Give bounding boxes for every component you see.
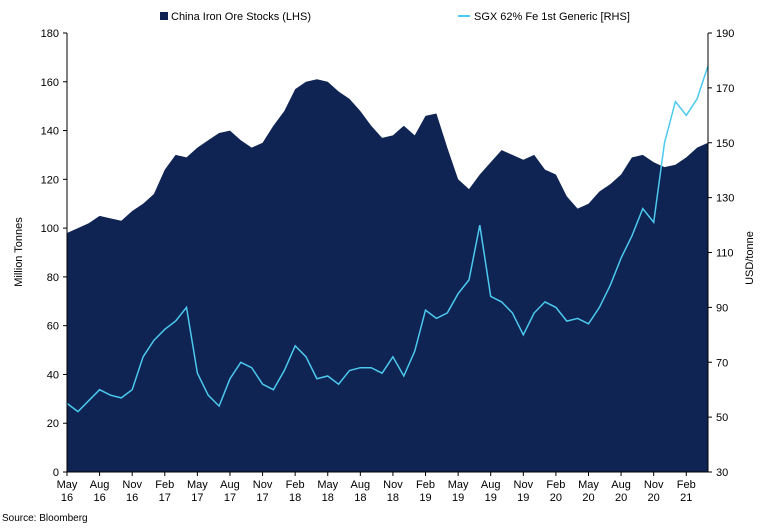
x-tick-label-year: 19 bbox=[485, 492, 497, 504]
right-tick-label: 110 bbox=[716, 248, 734, 260]
x-tick-label-month: Nov bbox=[383, 479, 403, 491]
x-tick-label-year: 17 bbox=[159, 492, 171, 504]
y-axis-right-title: USD/tonne bbox=[744, 231, 756, 285]
x-tick-label-month: May bbox=[57, 479, 78, 491]
y-axis-left-title: Million Tonnes bbox=[13, 217, 25, 287]
area-series-stocks bbox=[67, 79, 708, 473]
x-tick-label-month: May bbox=[448, 479, 469, 491]
x-tick-label-year: 18 bbox=[289, 492, 301, 504]
line-series-sgx bbox=[66, 65, 709, 413]
x-tick-label-month: Feb bbox=[286, 479, 305, 491]
x-tick-label-month: May bbox=[317, 479, 338, 491]
x-tick-label-year: 20 bbox=[648, 492, 660, 504]
x-tick-label-month: Aug bbox=[481, 479, 501, 491]
right-tick-label: 50 bbox=[716, 412, 728, 424]
x-tick-label-month: Nov bbox=[644, 479, 664, 491]
x-tick-label-year: 17 bbox=[256, 492, 268, 504]
left-tick-label: 60 bbox=[47, 321, 59, 333]
x-tick-label-month: Feb bbox=[416, 479, 435, 491]
x-axis-ticks: May16Aug16Nov16Feb17May17Aug17Nov17Feb18… bbox=[57, 472, 696, 504]
left-tick-label: 100 bbox=[41, 223, 59, 235]
x-tick-label-month: Nov bbox=[514, 479, 534, 491]
left-tick-label: 0 bbox=[53, 467, 59, 479]
legend-label-stocks: China Iron Ore Stocks (LHS) bbox=[171, 11, 311, 23]
x-tick-label-year: 18 bbox=[322, 492, 334, 504]
right-tick-label: 190 bbox=[716, 28, 734, 40]
right-tick-label: 30 bbox=[716, 467, 728, 479]
left-tick-label: 120 bbox=[41, 174, 59, 186]
left-tick-label: 80 bbox=[47, 272, 59, 284]
x-tick-label-year: 18 bbox=[354, 492, 366, 504]
x-tick-label-year: 20 bbox=[615, 492, 627, 504]
axes: 0 20 40 60 80 100 120 140 160 180 30 50 70 90 110 130 1… bbox=[41, 28, 735, 504]
x-tick-label-year: 20 bbox=[582, 492, 594, 504]
right-tick-label: 130 bbox=[716, 193, 734, 205]
left-tick-label: 40 bbox=[47, 369, 59, 381]
right-tick-label: 170 bbox=[716, 83, 734, 95]
x-tick-label-month: Nov bbox=[122, 479, 142, 491]
plot-area bbox=[66, 65, 709, 473]
left-axis-ticks: 0 20 40 60 80 100 120 140 160 180 bbox=[41, 28, 67, 479]
x-tick-label-year: 19 bbox=[517, 492, 529, 504]
source-note: Source: Bloomberg bbox=[2, 513, 88, 524]
x-tick-label-month: May bbox=[578, 479, 599, 491]
x-tick-label-year: 19 bbox=[419, 492, 431, 504]
x-tick-label-year: 18 bbox=[387, 492, 399, 504]
legend: China Iron Ore Stocks (LHS) SGX 62% Fe 1… bbox=[160, 11, 630, 23]
x-tick-label-month: Aug bbox=[220, 479, 240, 491]
x-tick-label-month: May bbox=[187, 479, 208, 491]
x-tick-label-month: Aug bbox=[611, 479, 631, 491]
x-tick-label-month: Feb bbox=[546, 479, 565, 491]
x-tick-label-year: 20 bbox=[550, 492, 562, 504]
right-tick-label: 150 bbox=[716, 138, 734, 150]
left-tick-label: 180 bbox=[41, 28, 59, 40]
right-tick-label: 90 bbox=[716, 302, 728, 314]
x-tick-label-year: 21 bbox=[680, 492, 692, 504]
x-tick-label-year: 17 bbox=[191, 492, 203, 504]
legend-label-sgx: SGX 62% Fe 1st Generic [RHS] bbox=[474, 11, 630, 23]
left-tick-label: 160 bbox=[41, 77, 59, 89]
x-tick-label-month: Feb bbox=[155, 479, 174, 491]
right-tick-label: 70 bbox=[716, 357, 728, 369]
x-tick-label-month: Aug bbox=[90, 479, 110, 491]
x-tick-label-month: Aug bbox=[351, 479, 371, 491]
x-tick-label-month: Feb bbox=[677, 479, 696, 491]
x-tick-label-month: Nov bbox=[253, 479, 273, 491]
left-tick-label: 20 bbox=[47, 418, 59, 430]
x-tick-label-year: 16 bbox=[93, 492, 105, 504]
right-axis-ticks: 30 50 70 90 110 130 150 170 190 bbox=[708, 28, 734, 479]
x-tick-label-year: 17 bbox=[224, 492, 236, 504]
left-tick-label: 140 bbox=[41, 126, 59, 138]
x-tick-label-year: 16 bbox=[61, 492, 73, 504]
x-tick-label-year: 16 bbox=[126, 492, 138, 504]
x-tick-label-year: 19 bbox=[452, 492, 464, 504]
legend-swatch-stocks bbox=[160, 12, 168, 20]
